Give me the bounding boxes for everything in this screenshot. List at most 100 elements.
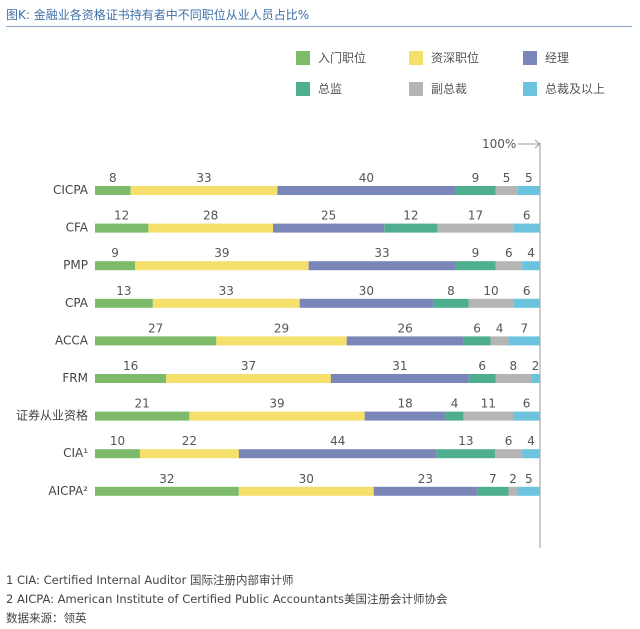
data-label: 6	[505, 246, 513, 260]
legend-swatch	[296, 82, 310, 96]
data-label: 30	[359, 284, 374, 298]
full-scale-label: 100%	[482, 137, 516, 151]
data-label: 9	[111, 246, 119, 260]
data-label: 28	[203, 209, 218, 223]
bar-segment	[463, 336, 491, 346]
bar-segment	[273, 223, 385, 233]
bar-segment	[495, 261, 523, 271]
bar-segment	[135, 261, 309, 271]
legend-label: 资深职位	[431, 51, 480, 65]
bar-segment	[346, 336, 464, 346]
data-label: 33	[374, 246, 389, 260]
legend-label: 入门职位	[318, 51, 367, 65]
footnote-aicpa: 2 AICPA: American Institute of Certified…	[6, 592, 448, 606]
category-label: CPA	[65, 296, 89, 310]
bar-segment	[95, 374, 167, 383]
chart-title: 图K: 金融业各资格证书持有者中不同职位从业人员占比%	[6, 8, 310, 22]
bar-segment	[95, 449, 140, 459]
legend-swatch	[523, 51, 537, 65]
data-label: 4	[451, 397, 459, 411]
category-label: CICPA	[53, 183, 89, 197]
data-label: 9	[472, 246, 480, 260]
data-label: 44	[330, 434, 345, 448]
bar-segment	[364, 411, 446, 421]
bar-segment	[299, 298, 434, 308]
bar-segment	[513, 223, 540, 233]
bar-segment	[238, 449, 437, 459]
bar-segment	[95, 411, 190, 421]
bar-segment	[517, 186, 540, 195]
data-label: 9	[472, 171, 480, 185]
data-label: 12	[403, 209, 418, 223]
legend-item: 入门职位	[296, 49, 366, 66]
bar-segment	[513, 298, 540, 308]
bar-segment	[508, 486, 518, 496]
data-label: 17	[468, 209, 483, 223]
data-label: 32	[159, 472, 174, 486]
data-label: 8	[447, 284, 455, 298]
bar-segment	[330, 374, 469, 383]
data-label: 26	[398, 321, 413, 335]
data-label: 5	[525, 171, 533, 185]
bar-segment	[238, 486, 374, 496]
data-label: 33	[196, 171, 211, 185]
bar-segment	[531, 374, 540, 383]
data-label: 37	[241, 359, 256, 373]
data-label: 4	[527, 434, 535, 448]
data-label: 6	[473, 321, 481, 335]
data-label: 13	[116, 284, 131, 298]
data-label: 6	[523, 397, 531, 411]
bar-segment	[513, 411, 540, 421]
bar-segment	[495, 374, 532, 383]
legend-swatch	[409, 82, 423, 96]
data-label: 39	[269, 397, 284, 411]
data-label: 5	[525, 472, 533, 486]
bar-segment	[433, 298, 469, 308]
data-label: 7	[520, 321, 528, 335]
data-label: 5	[503, 171, 511, 185]
legend-label: 经理	[545, 51, 570, 65]
bar-segment	[277, 186, 456, 195]
bar-segment	[373, 486, 478, 496]
category-label: CFA	[66, 221, 89, 235]
footnote-cia: 1 CIA: Certified Internal Auditor 国际注册内部…	[6, 573, 294, 587]
data-label: 39	[214, 246, 229, 260]
data-label: 16	[123, 359, 138, 373]
category-label: 证券从业资格	[16, 408, 88, 423]
bar-segment	[95, 186, 131, 195]
bar-segment	[455, 261, 496, 271]
bar-segment	[384, 223, 438, 233]
data-label: 23	[418, 472, 433, 486]
category-label: PMP	[63, 258, 88, 272]
data-label: 25	[321, 209, 336, 223]
category-label: CIA¹	[63, 446, 88, 460]
bar-segment	[455, 186, 496, 195]
data-label: 10	[110, 434, 125, 448]
bar-segment	[148, 223, 273, 233]
bar-segment	[445, 411, 464, 421]
legend-swatch	[296, 51, 310, 65]
bar-segment	[436, 449, 496, 459]
legend-item: 资深职位	[409, 49, 479, 66]
bar-segment	[463, 411, 514, 421]
bar-segment	[216, 336, 347, 346]
data-label: 40	[359, 171, 374, 185]
data-label: 31	[392, 359, 407, 373]
bar-segment	[95, 223, 149, 233]
data-label: 8	[509, 359, 517, 373]
bar-segment	[495, 449, 523, 459]
category-label: FRM	[62, 371, 88, 385]
legend-item: 副总裁	[409, 80, 467, 97]
data-source: 数据来源：领英	[6, 611, 87, 625]
bar-segment	[95, 336, 217, 346]
data-label: 6	[523, 284, 531, 298]
bar-segment	[495, 186, 518, 195]
bar-segment	[95, 298, 153, 308]
legend-label: 总裁及以上	[545, 82, 606, 96]
data-label: 6	[523, 209, 531, 223]
bar-segment	[139, 449, 239, 459]
legend-label: 总监	[318, 82, 343, 96]
data-label: 30	[299, 472, 314, 486]
data-label: 13	[458, 434, 473, 448]
data-label: 29	[274, 321, 289, 335]
